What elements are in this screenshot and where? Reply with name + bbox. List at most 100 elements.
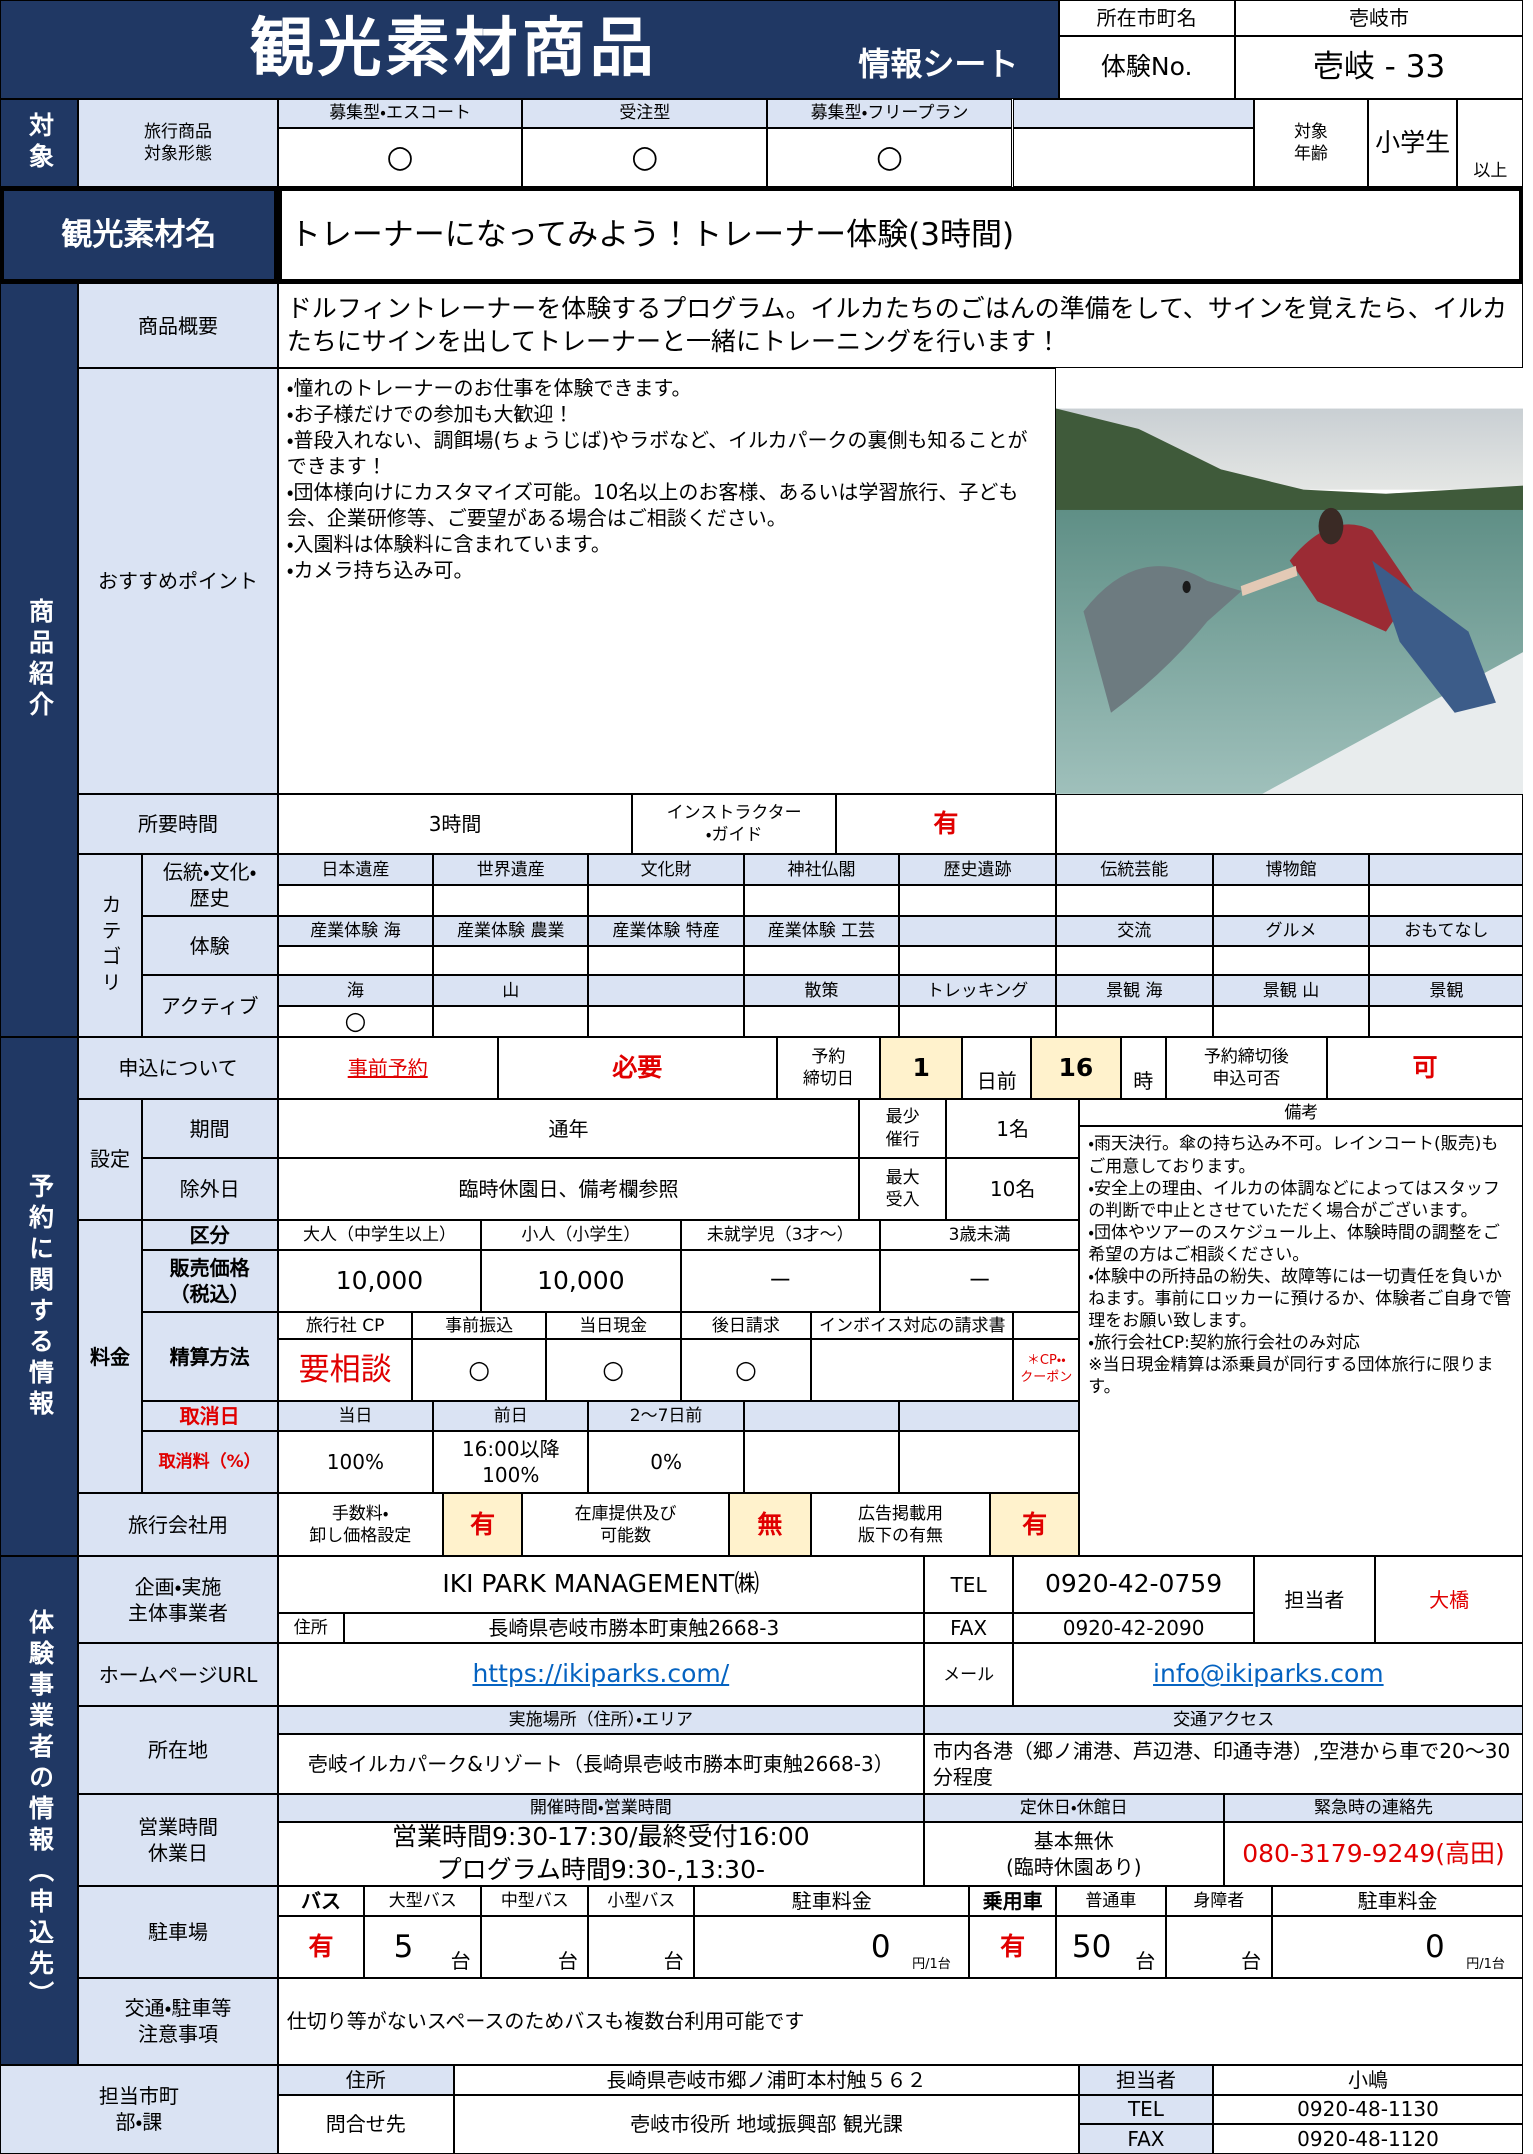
- mark: ○: [277, 127, 523, 187]
- label: 料金: [78, 1219, 142, 1494]
- items: 交流: [1117, 920, 1152, 941]
- items: トレッキング: [926, 980, 1029, 1001]
- day: 2～7日前: [588, 1401, 744, 1432]
- name: トレーナーになってみよう！トレーナー体験(3時間): [277, 186, 1524, 283]
- access: 市内各港（郷ノ浦港、芦辺港、印通寺港）,空港から車で20～30分程度: [923, 1733, 1524, 1795]
- notes-label: 備考: [1079, 1098, 1524, 1127]
- cell: [1212, 945, 1370, 976]
- value: ○: [680, 1339, 812, 1402]
- cell: [899, 975, 1056, 1007]
- photo: [1055, 368, 1524, 794]
- cell: [1271, 1916, 1524, 1979]
- age-suffix: 以上: [1457, 98, 1524, 187]
- cell: [899, 916, 1056, 946]
- items: 景観 海: [1106, 980, 1163, 1001]
- cell: [743, 1006, 900, 1038]
- cell: [588, 945, 744, 976]
- advance: 事前予約: [277, 1037, 498, 1099]
- mark: ○: [767, 127, 1012, 187]
- name: 旅行社 CP: [277, 1311, 413, 1340]
- tel-label: TEL: [1079, 2094, 1213, 2124]
- items: グルメ: [1265, 920, 1317, 941]
- bus: 有: [277, 1916, 365, 1979]
- car-fee-label: 駐車料金: [1271, 1886, 1524, 1917]
- url[interactable]: https://ikiparks.com/: [277, 1642, 924, 1707]
- car: 有: [969, 1916, 1056, 1979]
- age-label: 対象 年齢: [1253, 98, 1368, 187]
- tel-label: TEL: [923, 1556, 1014, 1613]
- cell: [743, 916, 900, 946]
- value: 有: [442, 1493, 523, 1557]
- mail[interactable]: info@ikiparks.com: [1013, 1642, 1524, 1707]
- setting-label: 設定: [78, 1098, 142, 1220]
- company: IKI PARK MANAGEMENT㈱: [277, 1556, 924, 1613]
- subtitle: 情報シート: [858, 44, 1019, 83]
- classes: 3歳未満: [879, 1219, 1080, 1251]
- price-label: 販売価格 （税込）: [141, 1250, 278, 1312]
- excluded-label: 除外日: [141, 1158, 278, 1220]
- cell: [743, 1431, 900, 1494]
- cell: [743, 1401, 900, 1432]
- cell: [1212, 916, 1370, 946]
- venue: 壱岐イルカパーク&リゾート（長崎県壱岐市勝本町東触2668-3）: [277, 1733, 924, 1795]
- inquiry-label: 問合せ先: [277, 2094, 454, 2154]
- venue-label: 実施場所（住所）・エリア: [277, 1706, 924, 1734]
- items: 山: [502, 980, 520, 1001]
- car-label: 乗用車: [969, 1886, 1056, 1917]
- items: 日本遺産: [321, 859, 390, 880]
- cell: [1055, 916, 1213, 946]
- cell: [1369, 945, 1524, 976]
- items: 産業体験 農業: [457, 920, 565, 941]
- coupon: ＊CP・・ クーポン: [1013, 1339, 1080, 1402]
- rate: 0%: [588, 1431, 744, 1494]
- cell: [1055, 854, 1213, 886]
- value: 無: [728, 1493, 812, 1557]
- cell: [1212, 885, 1370, 917]
- cell: [811, 1339, 1014, 1402]
- cell: [588, 975, 744, 1007]
- inquiry: 壱岐市役所 地域振興部 観光課: [453, 2094, 1080, 2154]
- emergency-label: 緊急時の連絡先: [1223, 1794, 1524, 1822]
- list-line: ※当日現金精算は添乗員が同行する団体旅行に限ります。: [1088, 1355, 1494, 1398]
- notes: 仕切り等がないスペースのためバスも複数台利用可能です: [277, 1978, 1524, 2065]
- label: アクティブ: [141, 975, 278, 1038]
- hours: 営業時間9:30-17:30/最終受付16:00 プログラム時間9:30-,13…: [277, 1821, 924, 1887]
- cell: [1212, 975, 1370, 1007]
- section: 対象: [0, 98, 79, 187]
- max: 10名: [945, 1158, 1080, 1220]
- cell: [1212, 1006, 1370, 1038]
- cell: [433, 975, 589, 1007]
- contact-label: 担当者: [1253, 1556, 1375, 1643]
- rate: 100%: [277, 1431, 434, 1494]
- classes: 未就学児（3才～）: [680, 1219, 880, 1251]
- cell: [588, 1916, 695, 1979]
- label: 旅行会社用: [78, 1493, 278, 1557]
- location: 壱岐市: [1234, 0, 1524, 36]
- cell: [277, 916, 434, 946]
- rate: 16:00以降 100%: [433, 1431, 589, 1494]
- instructor: 有: [835, 794, 1056, 855]
- address-label: 住所: [277, 1612, 344, 1643]
- list-line: ・旅行会社CP:契約旅行会社のみ対応: [1088, 1333, 1360, 1354]
- cell: [899, 885, 1056, 917]
- cell: [364, 1916, 482, 1979]
- duration: 3時間: [277, 794, 633, 855]
- class-label: 区分: [141, 1219, 278, 1251]
- min: 1名: [945, 1098, 1080, 1159]
- unit: 台: [663, 1949, 684, 1974]
- items: 文化財: [640, 859, 692, 880]
- cell: [743, 885, 900, 917]
- mail-label: メール: [923, 1642, 1014, 1707]
- max-label: 最大 受入: [859, 1158, 946, 1220]
- label: 観光素材名: [0, 186, 278, 283]
- required: 必要: [497, 1037, 777, 1099]
- list-line: ・憧れのトレーナーのお仕事を体験できます。: [286, 376, 692, 401]
- fax-label: FAX: [923, 1612, 1014, 1643]
- name: 受注型: [522, 98, 768, 128]
- list-line: ・カメラ持ち込み可。: [286, 558, 474, 583]
- name: 募集型・エスコート: [277, 98, 523, 128]
- cell: [277, 885, 434, 917]
- location-label: 所在市町名: [1058, 0, 1235, 36]
- cell: [1369, 1006, 1524, 1038]
